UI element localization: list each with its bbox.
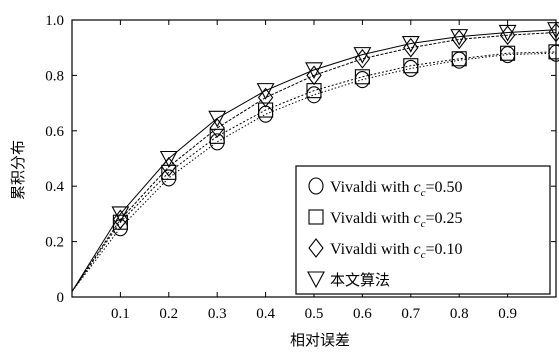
legend-label-value: =0.25 xyxy=(425,210,462,227)
legend-label-subscript: c xyxy=(421,249,426,261)
y-axis-label: 累积分布 xyxy=(9,140,27,200)
data-point-circle xyxy=(258,105,274,123)
series-line xyxy=(71,51,557,292)
data-point-triangle-down xyxy=(498,24,517,42)
x-tick-label: 0.7 xyxy=(401,306,420,322)
y-tick-label: 0.4 xyxy=(45,179,64,195)
x-tick-label: 0.8 xyxy=(450,306,469,322)
legend-label: Vivaldi with cc=0.50 xyxy=(330,179,463,199)
x-axis-label: 相对误差 xyxy=(290,331,350,349)
data-point-triangle-down xyxy=(208,110,227,128)
data-point-diamond xyxy=(209,118,225,138)
legend-label-var: c xyxy=(413,179,420,196)
legend-label-value: =0.50 xyxy=(425,179,462,196)
y-tick-label: 0 xyxy=(57,290,65,306)
data-point-triangle-down xyxy=(353,47,372,64)
legend-label-value: =0.10 xyxy=(425,241,462,258)
legend-label-var: c xyxy=(413,241,420,258)
data-point-square xyxy=(354,69,370,85)
legend-label: 本文算法 xyxy=(330,271,390,289)
legend-label-prefix: Vivaldi with xyxy=(330,179,413,196)
y-tick-label: 1.0 xyxy=(45,13,64,29)
data-point-square xyxy=(451,51,467,67)
legend-box xyxy=(295,165,551,295)
series-line xyxy=(71,52,557,292)
data-point-triangle-down xyxy=(256,83,275,100)
data-point-circle xyxy=(306,86,322,104)
data-point-triangle-down xyxy=(401,35,420,53)
data-point-triangle-down xyxy=(450,29,469,46)
legend-marker-diamond xyxy=(308,238,324,258)
axes: 0.1 0.2 0.3 0.4 0.5 0.6 0.7 0.8 0.9 0 0.2 0.4 0.6 0.8… xyxy=(45,13,557,322)
legend-marker-circle xyxy=(308,177,324,195)
y-tick-label: 0.2 xyxy=(45,235,64,251)
data-point-diamond xyxy=(112,209,129,230)
plot-area xyxy=(71,22,559,292)
data-point-diamond xyxy=(257,87,274,108)
y-tick-label: 0.6 xyxy=(45,124,64,140)
x-tick-label: 0.6 xyxy=(353,306,372,322)
data-point-triangle-down xyxy=(159,150,178,168)
x-tick-label: 0.1 xyxy=(111,306,130,322)
legend-label: Vivaldi with cc=0.10 xyxy=(330,241,463,261)
series-line xyxy=(71,29,557,292)
data-point-circle xyxy=(403,59,419,78)
x-tick-label: 0.5 xyxy=(305,306,324,322)
data-point-triangle-down xyxy=(111,206,130,224)
legend-label-subscript: c xyxy=(421,218,426,230)
data-point-square xyxy=(403,58,419,74)
data-point-square xyxy=(500,45,516,61)
data-point-triangle-down xyxy=(305,62,323,80)
legend-label-var: c xyxy=(413,210,420,227)
data-point-square xyxy=(258,102,274,118)
legend-marker-triangle-down xyxy=(307,271,325,289)
y-tick-label: 0.8 xyxy=(45,68,64,84)
x-tick-label: 0.4 xyxy=(256,306,275,322)
x-tick-label: 0.3 xyxy=(208,306,227,322)
legend-label-prefix: Vivaldi with xyxy=(330,241,413,258)
legend-marker-square xyxy=(308,209,324,225)
legend-label-subscript: c xyxy=(421,187,426,199)
x-tick-label: 0.9 xyxy=(498,306,517,322)
series-line xyxy=(71,32,557,292)
data-point-square xyxy=(209,128,225,144)
x-tick-label: 0.2 xyxy=(159,306,178,322)
legend-label: Vivaldi with cc=0.25 xyxy=(330,210,463,230)
legend-label-prefix: Vivaldi with xyxy=(330,210,413,227)
